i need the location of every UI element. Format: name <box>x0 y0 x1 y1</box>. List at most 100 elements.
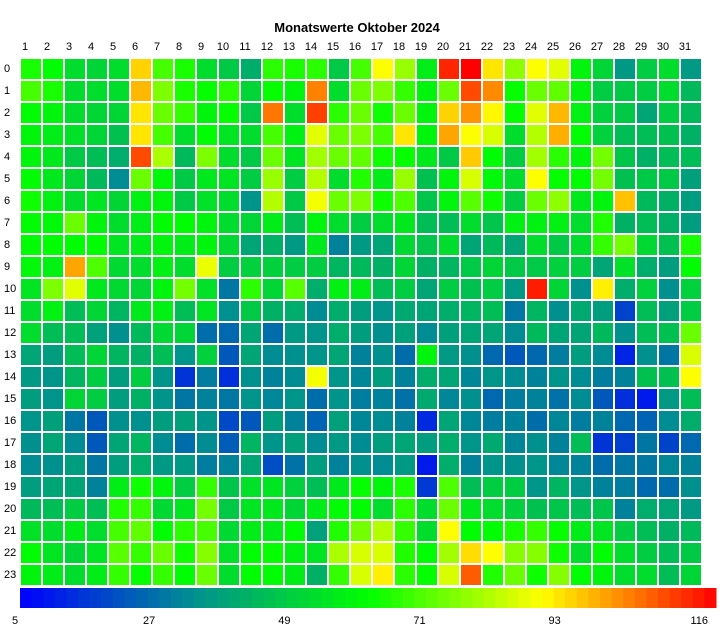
heatmap-cell <box>261 79 285 103</box>
heatmap-cell <box>217 101 241 125</box>
heatmap-cell <box>503 541 527 565</box>
heatmap-cell <box>481 167 505 191</box>
heatmap-cell <box>129 145 153 169</box>
heatmap-cell <box>415 541 439 565</box>
colorbar-segment <box>402 588 415 608</box>
heatmap-cell <box>635 541 659 565</box>
heatmap-cell <box>107 321 131 345</box>
heatmap-cell <box>437 475 461 499</box>
heatmap-cell <box>107 101 131 125</box>
heatmap-cell <box>371 123 395 147</box>
heatmap-cell <box>173 475 197 499</box>
heatmap-cell <box>393 365 417 389</box>
heatmap-cell <box>173 453 197 477</box>
heatmap-cell <box>547 167 571 191</box>
heatmap-cell <box>437 541 461 565</box>
colorbar-segment <box>669 588 682 608</box>
heatmap-cell <box>239 563 263 587</box>
heatmap-cell <box>525 123 549 147</box>
heatmap-cell <box>327 409 351 433</box>
heatmap-cell <box>151 387 175 411</box>
heatmap-cell <box>41 167 65 191</box>
heatmap-cell <box>547 277 571 301</box>
heatmap-cell <box>525 365 549 389</box>
colorbar-segment <box>414 588 427 608</box>
heatmap-cell <box>371 343 395 367</box>
heatmap-cell <box>19 299 43 323</box>
heatmap-cell <box>547 233 571 257</box>
heatmap-cell <box>217 409 241 433</box>
heatmap-cell <box>415 453 439 477</box>
heatmap-cell <box>613 57 637 81</box>
colorbar-segment <box>344 588 357 608</box>
heatmap-cell <box>151 123 175 147</box>
y-tick-label: 14 <box>4 371 16 383</box>
heatmap-cell <box>239 145 263 169</box>
heatmap-cell <box>613 189 637 213</box>
colorbar-tick-label: 93 <box>549 615 561 627</box>
colorbar-segment <box>356 588 369 608</box>
heatmap-cell <box>173 365 197 389</box>
heatmap-cell <box>261 167 285 191</box>
heatmap-cell <box>349 519 373 543</box>
heatmap-cell <box>591 563 615 587</box>
heatmap-cell <box>459 475 483 499</box>
heatmap-cell <box>437 123 461 147</box>
heatmap-cell <box>393 343 417 367</box>
heatmap-cell <box>459 497 483 521</box>
heatmap-cell <box>63 497 87 521</box>
heatmap-cell <box>195 321 219 345</box>
heatmap-cell <box>195 211 219 235</box>
heatmap-cell <box>217 541 241 565</box>
heatmap-cell <box>635 57 659 81</box>
heatmap-cell <box>393 409 417 433</box>
heatmap-cell <box>41 79 65 103</box>
heatmap-cell <box>261 277 285 301</box>
heatmap-cell <box>437 277 461 301</box>
heatmap-cell <box>481 79 505 103</box>
heatmap-cell <box>503 321 527 345</box>
heatmap-cell <box>107 255 131 279</box>
y-tick-label: 10 <box>4 283 16 295</box>
heatmap-cell <box>459 123 483 147</box>
heatmap-cell <box>41 497 65 521</box>
heatmap-cell <box>679 431 703 455</box>
heatmap-cell <box>437 145 461 169</box>
colorbar-segment <box>553 588 566 608</box>
heatmap-cell <box>349 233 373 257</box>
heatmap-cell <box>437 453 461 477</box>
heatmap-cell <box>41 475 65 499</box>
heatmap-cell <box>63 409 87 433</box>
heatmap-cell <box>19 431 43 455</box>
heatmap-cell <box>657 189 681 213</box>
heatmap-cell <box>129 365 153 389</box>
heatmap-cell <box>547 563 571 587</box>
heatmap-cell <box>305 145 329 169</box>
heatmap-cell <box>305 321 329 345</box>
heatmap-cell <box>261 123 285 147</box>
heatmap-cell <box>283 431 307 455</box>
heatmap-cell <box>217 189 241 213</box>
y-tick-label: 3 <box>4 129 10 141</box>
heatmap-cell <box>525 519 549 543</box>
heatmap-cell <box>547 79 571 103</box>
heatmap-cell <box>591 431 615 455</box>
heatmap-cell <box>107 541 131 565</box>
heatmap-cell <box>657 431 681 455</box>
heatmap-cell <box>437 343 461 367</box>
heatmap-cell <box>261 541 285 565</box>
heatmap-cell <box>569 145 593 169</box>
heatmap-cell <box>41 57 65 81</box>
heatmap-cell <box>327 189 351 213</box>
heatmap-cell <box>525 255 549 279</box>
heatmap-cell <box>195 563 219 587</box>
heatmap-cell <box>327 145 351 169</box>
heatmap-cell <box>679 167 703 191</box>
heatmap-cell <box>239 453 263 477</box>
heatmap-cell <box>525 431 549 455</box>
heatmap-cell <box>173 387 197 411</box>
heatmap-cell <box>393 277 417 301</box>
heatmap-cell <box>657 563 681 587</box>
heatmap-cell <box>283 497 307 521</box>
